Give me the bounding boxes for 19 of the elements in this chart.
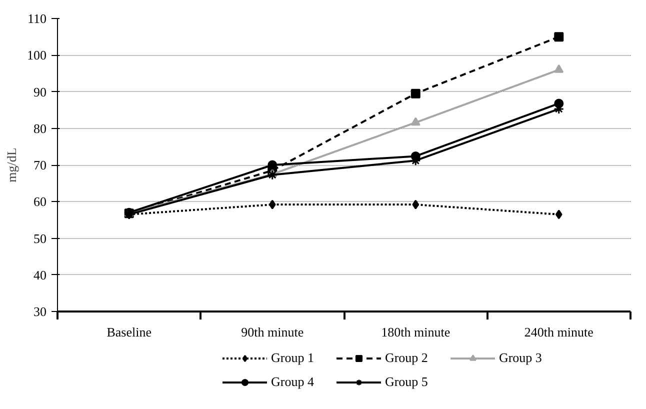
y-tick-label: 60 — [34, 194, 46, 210]
y-tick-label: 50 — [34, 230, 46, 246]
y-tick-label: 30 — [34, 304, 46, 319]
legend-label: Group 1 — [271, 350, 314, 366]
y-tick-label: 90 — [34, 84, 46, 100]
y-tick-label: 70 — [34, 158, 46, 172]
x-tick-label: 90th minute — [241, 324, 304, 340]
legend-label: Group 5 — [384, 374, 428, 390]
y-tick-label: 40 — [34, 267, 46, 282]
legend-label: Group 3 — [498, 350, 542, 366]
legend-label: Group 2 — [384, 350, 428, 366]
x-tick-label: Baseline — [106, 324, 152, 340]
y-tick-label: 100 — [27, 48, 46, 63]
y-tick-label: 80 — [34, 120, 46, 136]
legend-label: Group 4 — [271, 374, 314, 390]
y-axis-title: mg/dL — [4, 148, 19, 182]
x-tick-label: 180th minute — [381, 324, 450, 340]
x-tick-label: 240th minute — [524, 324, 594, 340]
y-tick-label: 110 — [27, 11, 47, 26]
